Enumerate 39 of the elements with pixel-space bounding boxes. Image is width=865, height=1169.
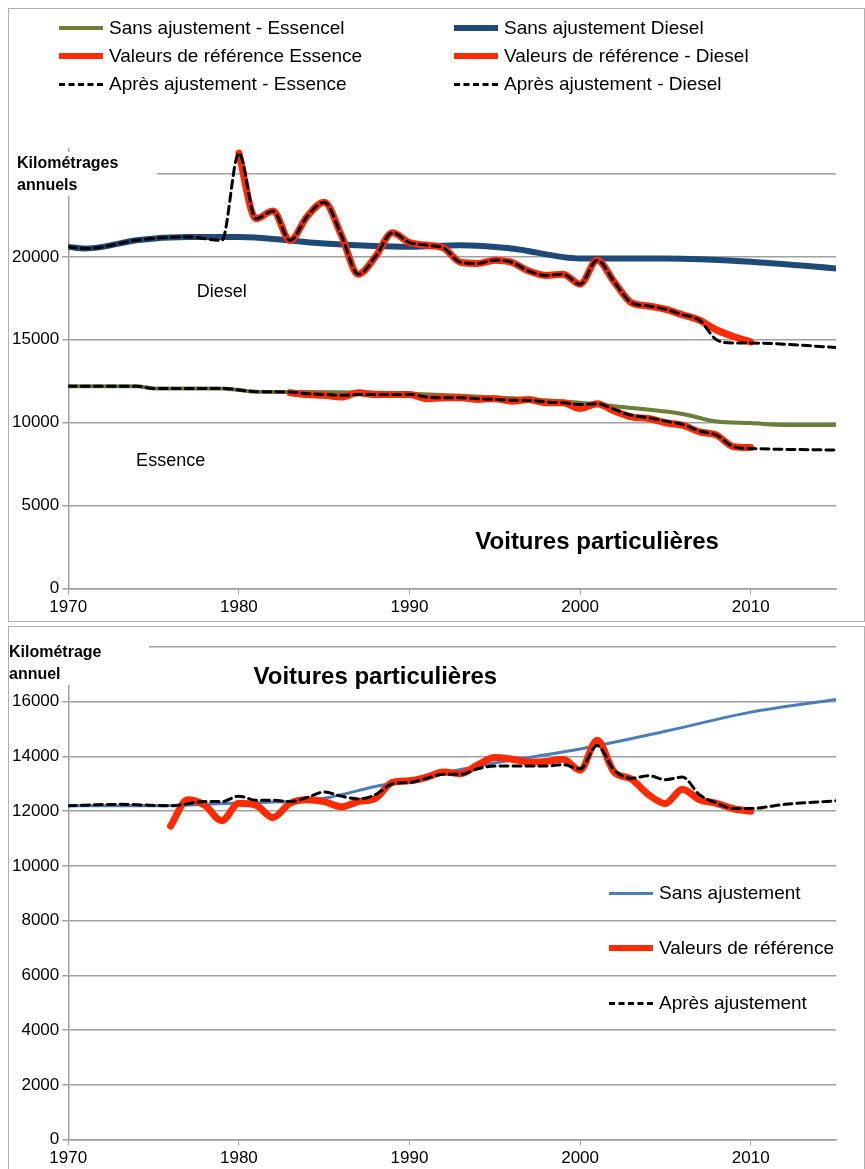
y-tick-label: 2000 (21, 1074, 60, 1094)
legend-label: Sans ajustement - Essencel (109, 17, 345, 39)
x-tick-label: 1970 (49, 1148, 88, 1168)
y-tick-label: 15000 (11, 329, 60, 349)
y-axis-title: Kilométrages annuels (17, 152, 157, 196)
y-tick-label: 14000 (11, 746, 60, 766)
y-tick-label: 4000 (21, 1019, 60, 1039)
legend-label: Sans ajustement (659, 882, 801, 904)
y-tick-label: 12000 (11, 800, 60, 820)
x-tick-label: 2000 (561, 597, 600, 617)
x-tick-label: 1990 (390, 1148, 429, 1168)
y-tick-label: 0 (49, 1129, 60, 1149)
text: Voitures particulières (475, 526, 719, 554)
legend-label: Valeurs de référence Essence (109, 45, 363, 67)
y-tick-label: 10000 (11, 855, 60, 875)
x-tick-label: 1980 (219, 597, 258, 617)
legend-label: Après ajustement (659, 992, 807, 1014)
x-tick-label: 2010 (731, 597, 770, 617)
x-tick-label: 1990 (390, 597, 429, 617)
legend-label: Valeurs de référence (659, 937, 834, 959)
y-tick-label: 0 (49, 578, 60, 598)
text: Voitures particulières (253, 661, 498, 689)
annotation: Diesel (196, 280, 247, 301)
x-tick-label: 1970 (49, 597, 88, 617)
legend-label: Sans ajustement Diesel (504, 17, 704, 39)
annotation: Essence (136, 449, 206, 470)
x-tick-label: 1980 (219, 1148, 258, 1168)
y-tick-label: 8000 (21, 910, 60, 930)
y-tick-label: 6000 (21, 965, 60, 985)
x-tick-label: 2000 (561, 1148, 600, 1168)
legend-label: Après ajustement - Diesel (504, 73, 722, 95)
y-tick-label: 20000 (11, 246, 60, 266)
legend-label: Après ajustement - Essence (109, 73, 347, 95)
y-tick-label: 10000 (11, 412, 60, 432)
y-axis-title: Kilométrage annuel (9, 641, 149, 685)
y-tick-label: 16000 (11, 691, 60, 711)
y-tick-label: 5000 (21, 495, 60, 515)
x-tick-label: 2010 (731, 1148, 770, 1168)
legend-label: Valeurs de référence - Diesel (504, 45, 749, 67)
